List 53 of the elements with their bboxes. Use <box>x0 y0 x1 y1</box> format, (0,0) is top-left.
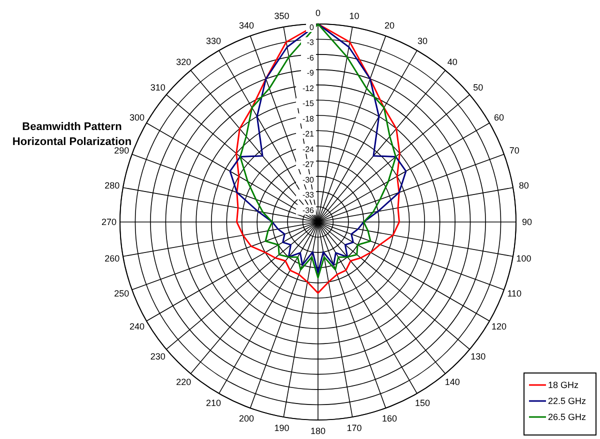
spoke-label: 150 <box>414 398 430 408</box>
spoke-label: 250 <box>114 288 130 298</box>
y-tick-label: -21 <box>302 130 315 139</box>
legend-label: 26.5 GHz <box>548 412 587 422</box>
spoke-label: 280 <box>104 180 120 191</box>
spoke-label: 350 <box>274 11 290 22</box>
spoke-label: 230 <box>150 351 166 362</box>
spoke-label: 140 <box>444 377 460 388</box>
spoke-label: 40 <box>447 56 458 67</box>
spoke-label: 20 <box>384 20 394 31</box>
spoke-label: 170 <box>346 422 362 433</box>
spoke-label: 330 <box>206 36 222 46</box>
spoke-label: 50 <box>473 82 484 93</box>
spoke-label: 210 <box>206 398 222 408</box>
y-tick-label: 0 <box>315 8 321 18</box>
spoke-label: 80 <box>518 180 529 191</box>
spoke-label: 260 <box>104 253 120 264</box>
spoke-label: 200 <box>239 413 254 424</box>
spoke-label: 270 <box>101 217 117 227</box>
y-tick-label: -3 <box>306 38 315 48</box>
spoke-label: 220 <box>176 377 192 388</box>
y-tick-label: -24 <box>302 144 315 154</box>
spoke-label: 10 <box>349 11 360 22</box>
y-tick-label: -30 <box>302 175 315 184</box>
spoke-label: 310 <box>150 82 166 93</box>
spoke-label: 300 <box>129 112 145 122</box>
spoke-label: 240 <box>129 322 145 332</box>
spoke-label: 120 <box>491 322 507 332</box>
spoke-label: 190 <box>274 422 290 433</box>
legend-label: 22.5 GHz <box>548 396 587 406</box>
spoke-label: 160 <box>382 413 397 424</box>
spoke-label: 100 <box>516 253 532 264</box>
legend-label: 18 GHz <box>548 380 580 390</box>
y-tick-label: -18 <box>302 114 315 124</box>
y-tick-label: -6 <box>306 53 315 62</box>
y-tick-label: -15 <box>302 99 315 108</box>
spoke-label: 290 <box>114 146 130 156</box>
spoke-label: 340 <box>239 20 254 31</box>
spoke-label: 180 <box>310 426 326 436</box>
y-tick-label: -36 <box>302 206 315 215</box>
spoke-label: 130 <box>470 351 486 362</box>
text: Horizontal Polarization <box>12 136 132 148</box>
y-tick-label: -9 <box>306 68 315 78</box>
spoke-label: 110 <box>507 288 522 298</box>
y-tick-label: -27 <box>302 160 315 170</box>
spoke-label: 320 <box>176 56 192 67</box>
y-tick-label: -33 <box>302 190 315 200</box>
spoke-label: 30 <box>417 36 428 46</box>
spoke-label: 60 <box>494 112 504 122</box>
spoke-label: 70 <box>509 146 520 156</box>
text: Beamwidth Pattern <box>22 121 122 133</box>
spoke-label: 90 <box>522 217 532 227</box>
y-tick-label: -12 <box>302 84 315 93</box>
